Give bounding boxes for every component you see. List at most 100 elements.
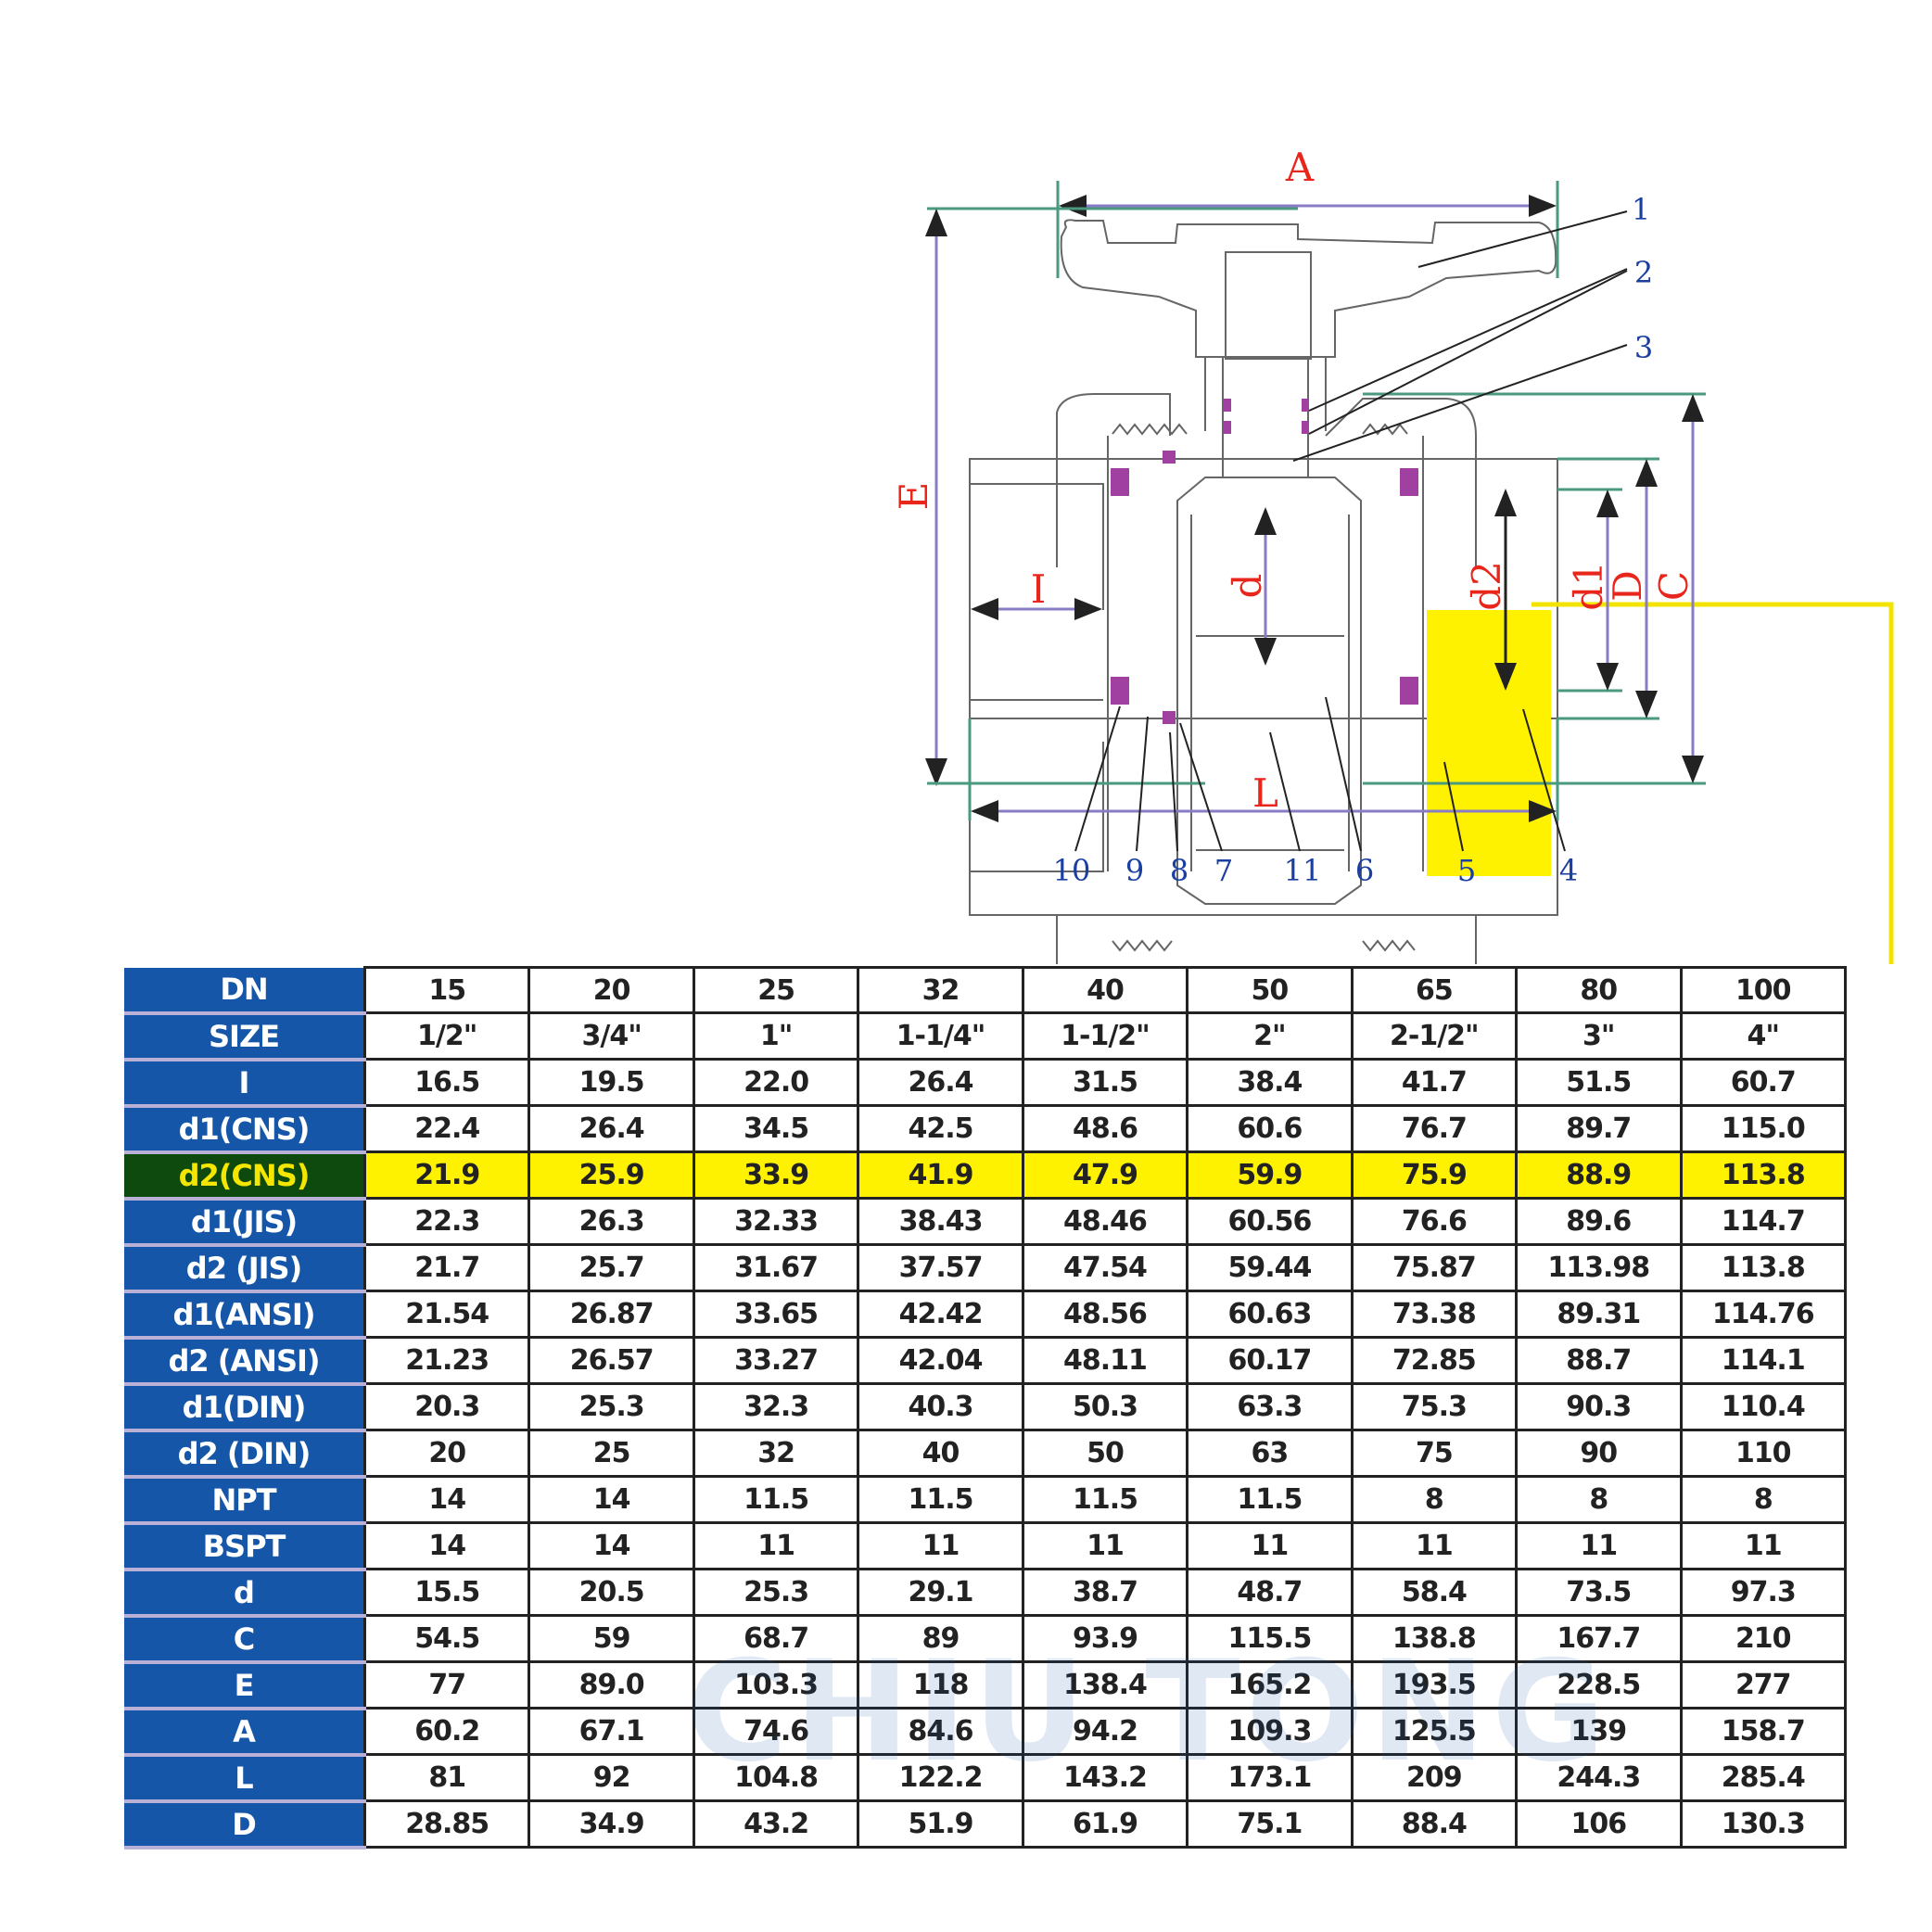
part-number-10: 10 [1053,853,1091,888]
table-cell: 26.57 [527,1336,695,1385]
table-cell: 63.3 [1186,1382,1354,1431]
row-header: C [124,1615,365,1664]
table-cell: 34.9 [527,1799,695,1849]
table-cell: 100 [1679,966,1847,1014]
table-cell: 38.7 [1021,1568,1189,1617]
table-cell: 114.7 [1679,1197,1847,1246]
table-cell: 25.3 [527,1382,695,1431]
table-cell: 11 [1350,1521,1519,1570]
table-cell: 106 [1515,1799,1683,1849]
handle [1060,219,1557,358]
table-cell: 11.5 [1021,1475,1189,1524]
table-cell: 32.3 [692,1382,860,1431]
table-cell: 1" [692,1011,860,1061]
table-cell: 60.7 [1679,1058,1847,1107]
table-cell: 22.0 [692,1058,860,1107]
row-header: d1(CNS) [124,1105,365,1154]
table-cell: 11 [1515,1521,1683,1570]
d2-highlight-leader [1532,602,1894,964]
table-cell: 14 [527,1521,695,1570]
table-cell: 88.4 [1350,1799,1519,1849]
table-cell: 74.6 [692,1707,860,1756]
table-cell: 77 [362,1660,531,1710]
table-cell: 118 [857,1660,1024,1710]
table-cell: 88.7 [1515,1336,1683,1385]
part-number-5: 5 [1457,853,1476,888]
table-row: SIZE 1/2" 3/4" 1" 1-1/4" 1-1/2" 2" 2-1/2" 3" 4" [124,1011,1847,1061]
table-cell: 48.6 [1021,1104,1189,1153]
table-cell: 158.7 [1679,1707,1847,1756]
table-row: D 28.85 34.9 43.2 51.9 61.9 75.1 88.4 106 130.3 [124,1799,1847,1849]
table-cell: 110 [1679,1429,1847,1478]
table-cell: 29.1 [857,1568,1024,1617]
table-cell: 58.4 [1350,1568,1519,1617]
table-cell: 61.9 [1021,1799,1189,1849]
table-row: L 81 92 104.8 122.2 143.2 173.1 209 244.3 285.4 [124,1753,1847,1803]
table-cell: 139 [1515,1707,1683,1756]
table-cell: 3" [1515,1011,1683,1061]
table-cell: 48.11 [1021,1336,1189,1385]
table-cell: 210 [1679,1614,1847,1663]
table-cell: 104.8 [692,1753,860,1802]
table-cell: 115.0 [1679,1104,1847,1153]
row-header: I [124,1059,365,1108]
table-row: NPT 14 14 11.5 11.5 11.5 11.5 8 8 8 [124,1475,1847,1525]
table-cell: 228.5 [1515,1660,1683,1710]
table-cell: 25.3 [692,1568,860,1617]
table-cell: 113.8 [1679,1150,1847,1200]
table-cell: 32 [857,966,1024,1014]
table-cell: 16.5 [362,1058,531,1107]
table-cell: 15 [362,966,531,1014]
table-cell: 42.04 [857,1336,1024,1385]
dimension-spec-table: DN 15 20 25 32 40 50 65 80 100 SIZE 1/2" 3/4" 1" 1-1/4… [124,966,1847,1849]
table-cell: 40 [857,1429,1024,1478]
table-cell: 50 [1021,1429,1189,1478]
union-nut-bottom [1056,915,1477,964]
table-cell: 47.54 [1021,1243,1189,1292]
stem-cap [1225,251,1312,360]
row-header: E [124,1661,365,1710]
table-cell: 60.6 [1186,1104,1354,1153]
table-cell: 89.7 [1515,1104,1683,1153]
table-cell: 138.8 [1350,1614,1519,1663]
row-header: d [124,1569,365,1618]
part-number-6: 6 [1355,853,1374,888]
dimension-label-D: D [1605,570,1650,602]
part-leader-lines [1074,210,1628,852]
table-cell: 54.5 [362,1614,531,1663]
dimension-label-I: I [1031,566,1047,612]
table-cell: 65 [1350,966,1519,1014]
table-cell: 138.4 [1021,1660,1189,1710]
table-cell: 26.4 [857,1058,1024,1107]
table-cell: 114.76 [1679,1290,1847,1339]
table-cell: 90.3 [1515,1382,1683,1431]
table-cell: 19.5 [527,1058,695,1107]
table-cell: 33.27 [692,1336,860,1385]
table-cell: 31.5 [1021,1058,1189,1107]
dimension-label-A: A [1285,145,1315,190]
union-nut-top [1056,393,1477,567]
table-cell: 89 [857,1614,1024,1663]
table-cell: 60.17 [1186,1336,1354,1385]
table-cell: 41.7 [1350,1058,1519,1107]
table-cell: 48.7 [1186,1568,1354,1617]
table-cell: 75.3 [1350,1382,1519,1431]
table-row: E 77 89.0 103.3 118 138.4 165.2 193.5 228.5 277 [124,1660,1847,1710]
table-cell: 40 [1021,966,1189,1014]
table-cell: 90 [1515,1429,1683,1478]
table-cell: 38.43 [857,1197,1024,1246]
table-cell: 42.5 [857,1104,1024,1153]
table-cell: 50.3 [1021,1382,1189,1431]
table-cell: 26.87 [527,1290,695,1339]
table-cell: 3/4" [527,1011,695,1061]
d2-highlight-region [1427,610,1551,876]
table-cell: 11.5 [692,1475,860,1524]
table-cell: 80 [1515,966,1683,1014]
row-header: L [124,1754,365,1803]
table-cell: 59.9 [1186,1150,1354,1200]
table-cell: 51.5 [1515,1058,1683,1107]
table-cell: 20.3 [362,1382,531,1431]
table-cell: 193.5 [1350,1660,1519,1710]
seals [1111,399,1418,724]
table-cell: 60.56 [1186,1197,1354,1246]
